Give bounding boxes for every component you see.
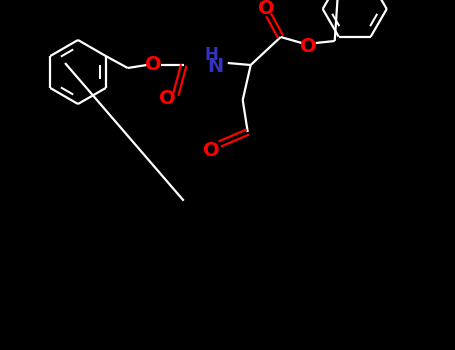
Text: N: N bbox=[207, 57, 224, 77]
Text: O: O bbox=[159, 90, 176, 108]
Text: O: O bbox=[300, 37, 317, 56]
Text: O: O bbox=[146, 56, 162, 75]
Text: O: O bbox=[203, 140, 220, 160]
Text: H: H bbox=[205, 46, 219, 64]
Text: O: O bbox=[258, 0, 275, 19]
